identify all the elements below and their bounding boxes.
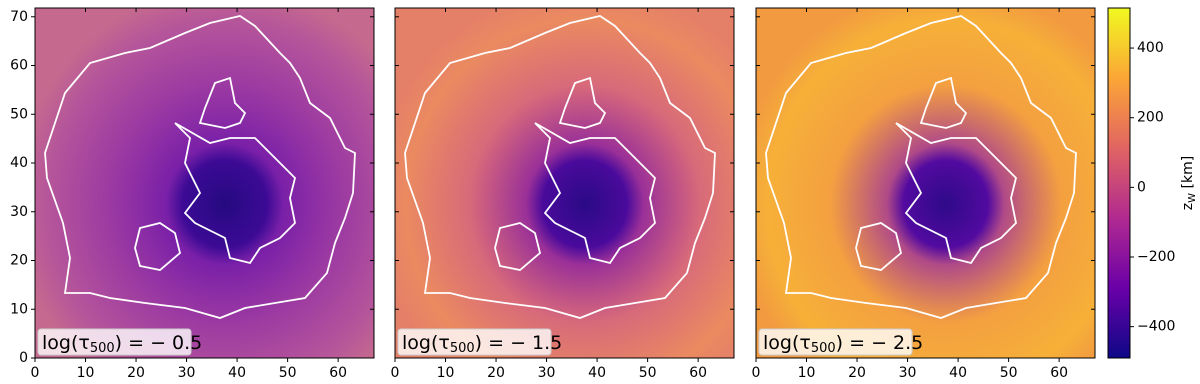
annotation-part: ) = − 2.5 (836, 332, 924, 354)
y-tick-label: 20 (10, 253, 28, 269)
y-tick-label: 50 (10, 106, 28, 122)
colorbar-label-part: z (1180, 203, 1196, 210)
colorbar-tick-label: −400 (1137, 319, 1175, 335)
x-tick-label: 10 (798, 365, 816, 381)
y-tick-label: 70 (10, 9, 28, 25)
annotation-part: log(τ (402, 332, 450, 354)
x-tick-label: 50 (1000, 365, 1018, 381)
y-tick-label: 40 (10, 155, 28, 171)
x-tick-label: 30 (899, 365, 917, 381)
annotation-part: ) = − 0.5 (115, 332, 203, 354)
x-tick-label: 60 (689, 365, 707, 381)
frame (755, 7, 1096, 359)
x-tick-label: 30 (538, 365, 556, 381)
x-tick-label: 40 (588, 365, 606, 381)
y-tick-label: 10 (10, 301, 28, 317)
x-tick-label: 50 (279, 365, 297, 381)
annotation-part: ) = − 1.5 (475, 332, 563, 354)
annotation-box (37, 328, 192, 356)
annotation-part: log(τ (763, 332, 811, 354)
x-tick-label: 20 (487, 365, 505, 381)
colorbar-label-part: W (1187, 193, 1198, 203)
x-tick-label: 20 (848, 365, 866, 381)
annotation-part: 500 (90, 341, 115, 356)
frame (34, 7, 375, 359)
annotation-box (397, 328, 552, 356)
image-map (35, 8, 374, 358)
image-map (395, 8, 734, 358)
x-tick-label: 0 (31, 365, 40, 381)
y-tick-label: 0 (19, 350, 28, 366)
x-tick-label: 10 (437, 365, 455, 381)
x-tick-label: 40 (949, 365, 967, 381)
frame (394, 7, 735, 359)
annotation: log(τ500) = − 0.5 (42, 332, 202, 356)
colorbar-tick-label: −200 (1137, 249, 1175, 265)
x-tick-label: 30 (178, 365, 196, 381)
x-tick-label: 10 (77, 365, 95, 381)
annotation: log(τ500) = − 2.5 (763, 332, 923, 356)
colorbar-tick-label: 0 (1137, 179, 1146, 195)
colorbar (1107, 7, 1131, 359)
x-tick-label: 40 (228, 365, 246, 381)
annotation-part: 500 (450, 341, 475, 356)
annotation: log(τ500) = − 1.5 (402, 332, 562, 356)
colorbar-tick-label: 400 (1137, 40, 1164, 56)
colorbar-label: zW [km] (1180, 156, 1198, 210)
colorbar-tick-label: 200 (1137, 110, 1164, 126)
annotation-box (758, 328, 913, 356)
annotation-part: 500 (811, 341, 836, 356)
x-tick-label: 20 (127, 365, 145, 381)
y-tick-label: 30 (10, 204, 28, 220)
x-tick-label: 50 (639, 365, 657, 381)
colorbar-label-part: [km] (1180, 156, 1196, 193)
annotation-part: log(τ (42, 332, 90, 354)
y-tick-label: 60 (10, 58, 28, 74)
x-tick-label: 0 (391, 365, 400, 381)
x-tick-label: 60 (1050, 365, 1068, 381)
x-tick-label: 60 (329, 365, 347, 381)
image-map (756, 8, 1095, 358)
x-tick-label: 0 (752, 365, 761, 381)
